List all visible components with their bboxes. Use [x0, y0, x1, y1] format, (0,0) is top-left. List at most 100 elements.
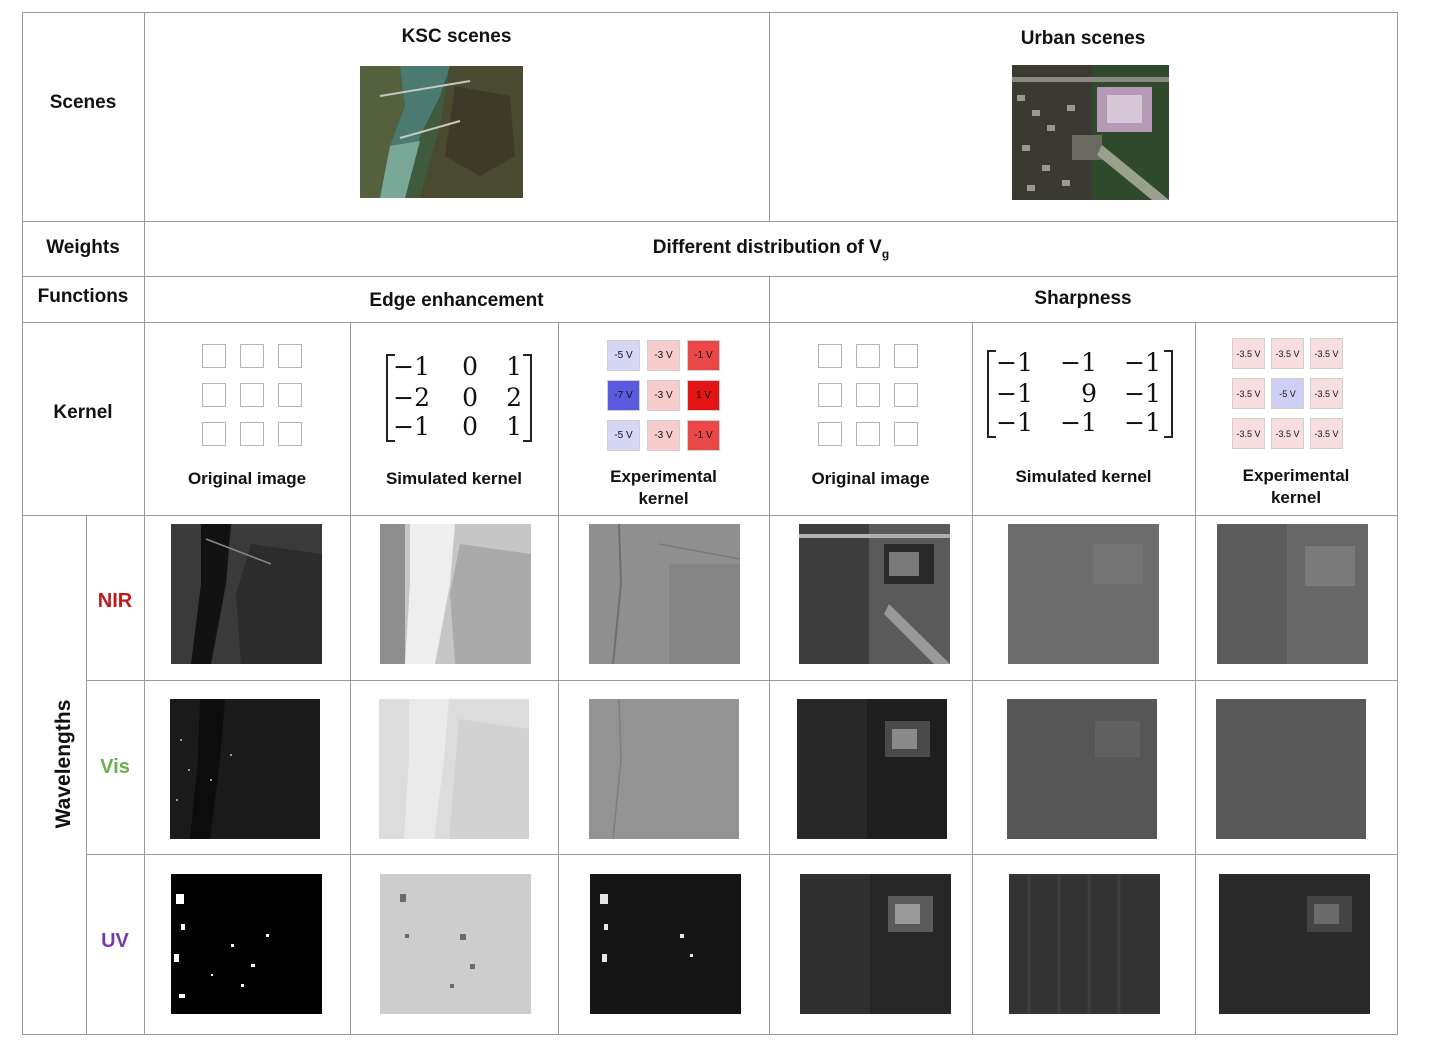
- experimental-line-1: Experimental: [610, 467, 717, 486]
- sharp-simulated-kernel-matrix: −1 −1 −1 −1 9 −1 −1 −1 −1: [987, 348, 1173, 440]
- row-label-weights: Weights: [46, 237, 120, 258]
- matrix-cell: 1: [506, 412, 522, 441]
- figure-table: Scenes Weights Functions Kernel Waveleng…: [22, 12, 1398, 1036]
- weights-subscript: g: [881, 246, 890, 261]
- kernel-voltage-cell: 1 V: [687, 380, 720, 411]
- grid-cell: [894, 383, 918, 407]
- result-image-nir-edge-original: [171, 524, 322, 664]
- grid-cell: [240, 422, 264, 446]
- grid-cell: [856, 383, 880, 407]
- label-experimental-kernel: Experimental kernel: [1195, 465, 1397, 509]
- col-divider: [558, 322, 559, 1035]
- matrix-bracket-right: [1164, 350, 1173, 438]
- result-image-uv-edge-experimental: [590, 874, 741, 1014]
- kernel-voltage-cell: -3.5 V: [1271, 418, 1304, 449]
- result-image-nir-edge-simulated: [380, 524, 531, 664]
- result-image-vis-sharp-experimental: [1216, 699, 1366, 839]
- sharp-experimental-kernel: -3.5 V -3.5 V -3.5 V -3.5 V -5 V -3.5 V -3.5 V…: [1232, 338, 1347, 452]
- experimental-line-1: Experimental: [1242, 466, 1350, 485]
- kernel-voltage-cell: -5 V: [1271, 378, 1304, 409]
- row-label-functions: Functions: [37, 286, 129, 307]
- col-divider: [769, 12, 770, 221]
- result-image-uv-sharp-original: [800, 874, 951, 1014]
- label-simulated-kernel: Simulated kernel: [385, 469, 523, 488]
- matrix-cell: −1: [393, 412, 430, 441]
- col-divider: [972, 322, 973, 1035]
- grid-cell: [240, 344, 264, 368]
- matrix-cell: −1: [1060, 348, 1097, 377]
- label-original-image: Original image: [187, 469, 307, 488]
- result-image-uv-sharp-simulated: [1009, 874, 1160, 1014]
- urban-scenes-title: Urban scenes: [1020, 28, 1146, 49]
- col-divider: [350, 322, 351, 1035]
- result-image-nir-sharp-simulated: [1008, 524, 1159, 664]
- function-sharpness: Sharpness: [1034, 288, 1132, 309]
- kernel-voltage-cell: -3 V: [647, 420, 680, 451]
- matrix-bracket-right: [523, 354, 532, 442]
- kernel-voltage-cell: -3.5 V: [1310, 378, 1343, 409]
- kernel-voltage-cell: -3.5 V: [1232, 418, 1265, 449]
- grid-cell: [818, 422, 842, 446]
- ksc-scenes-title: KSC scenes: [401, 26, 512, 47]
- experimental-line-2: kernel: [638, 489, 689, 508]
- matrix-bracket-left: [386, 354, 395, 442]
- table-border-top: [22, 12, 1398, 13]
- col-divider: [769, 276, 770, 1035]
- row-divider: [22, 276, 1398, 277]
- grid-cell: [278, 383, 302, 407]
- kernel-voltage-cell: -3.5 V: [1232, 338, 1265, 369]
- row-divider: [22, 515, 1398, 516]
- grid-cell: [202, 344, 226, 368]
- grid-cell: [278, 344, 302, 368]
- grid-cell: [856, 422, 880, 446]
- grid-cell: [202, 422, 226, 446]
- matrix-cell: 0: [462, 383, 478, 412]
- grid-cell: [856, 344, 880, 368]
- result-image-vis-edge-experimental: [589, 699, 739, 839]
- matrix-cell: 0: [462, 412, 478, 441]
- matrix-bracket-left: [987, 350, 996, 438]
- weights-description: Different distribution of Vg: [144, 237, 1398, 261]
- label-simulated-kernel: Simulated kernel: [1015, 467, 1152, 486]
- matrix-cell: −1: [996, 379, 1033, 408]
- matrix-cell: −1: [1124, 379, 1161, 408]
- original-image-grid-edge: [202, 344, 306, 450]
- kernel-voltage-cell: -5 V: [607, 420, 640, 451]
- function-edge-enhancement: Edge enhancement: [369, 290, 544, 311]
- experimental-line-2: kernel: [1270, 488, 1322, 507]
- kernel-voltage-cell: -1 V: [687, 340, 720, 371]
- row-label-kernel: Kernel: [53, 402, 113, 423]
- row-divider: [86, 680, 1398, 681]
- col-divider: [1195, 322, 1196, 1035]
- grid-cell: [894, 344, 918, 368]
- row-label-wavelengths: Wavelengths: [52, 699, 75, 829]
- matrix-cell: −1: [1124, 408, 1161, 437]
- matrix-cell: −1: [1124, 348, 1161, 377]
- kernel-voltage-cell: -1 V: [687, 420, 720, 451]
- row-divider: [22, 221, 1398, 222]
- col-divider: [86, 515, 87, 1035]
- matrix-cell: −2: [393, 383, 430, 412]
- wavelength-label-nir: NIR: [97, 590, 133, 612]
- matrix-cell: −1: [996, 408, 1033, 437]
- original-image-grid-sharp: [818, 344, 922, 450]
- kernel-voltage-cell: -3 V: [647, 380, 680, 411]
- result-image-vis-sharp-original: [797, 699, 947, 839]
- edge-simulated-kernel-matrix: −1 0 1 −2 0 2 −1 0 1: [386, 352, 532, 442]
- matrix-cell: 2: [506, 383, 522, 412]
- label-original-image: Original image: [811, 469, 930, 488]
- grid-cell: [278, 422, 302, 446]
- matrix-cell: −1: [393, 352, 430, 381]
- kernel-voltage-cell: -7 V: [607, 380, 640, 411]
- result-image-vis-sharp-simulated: [1007, 699, 1157, 839]
- result-image-vis-edge-simulated: [379, 699, 529, 839]
- weights-text: Different distribution of V: [652, 237, 882, 258]
- kernel-voltage-cell: -3 V: [647, 340, 680, 371]
- row-label-scenes: Scenes: [49, 92, 117, 113]
- table-border-right: [1397, 12, 1398, 1035]
- matrix-cell: −1: [1060, 408, 1097, 437]
- result-image-uv-edge-simulated: [380, 874, 531, 1014]
- result-image-nir-sharp-original: [799, 524, 950, 664]
- row-divider: [86, 854, 1398, 855]
